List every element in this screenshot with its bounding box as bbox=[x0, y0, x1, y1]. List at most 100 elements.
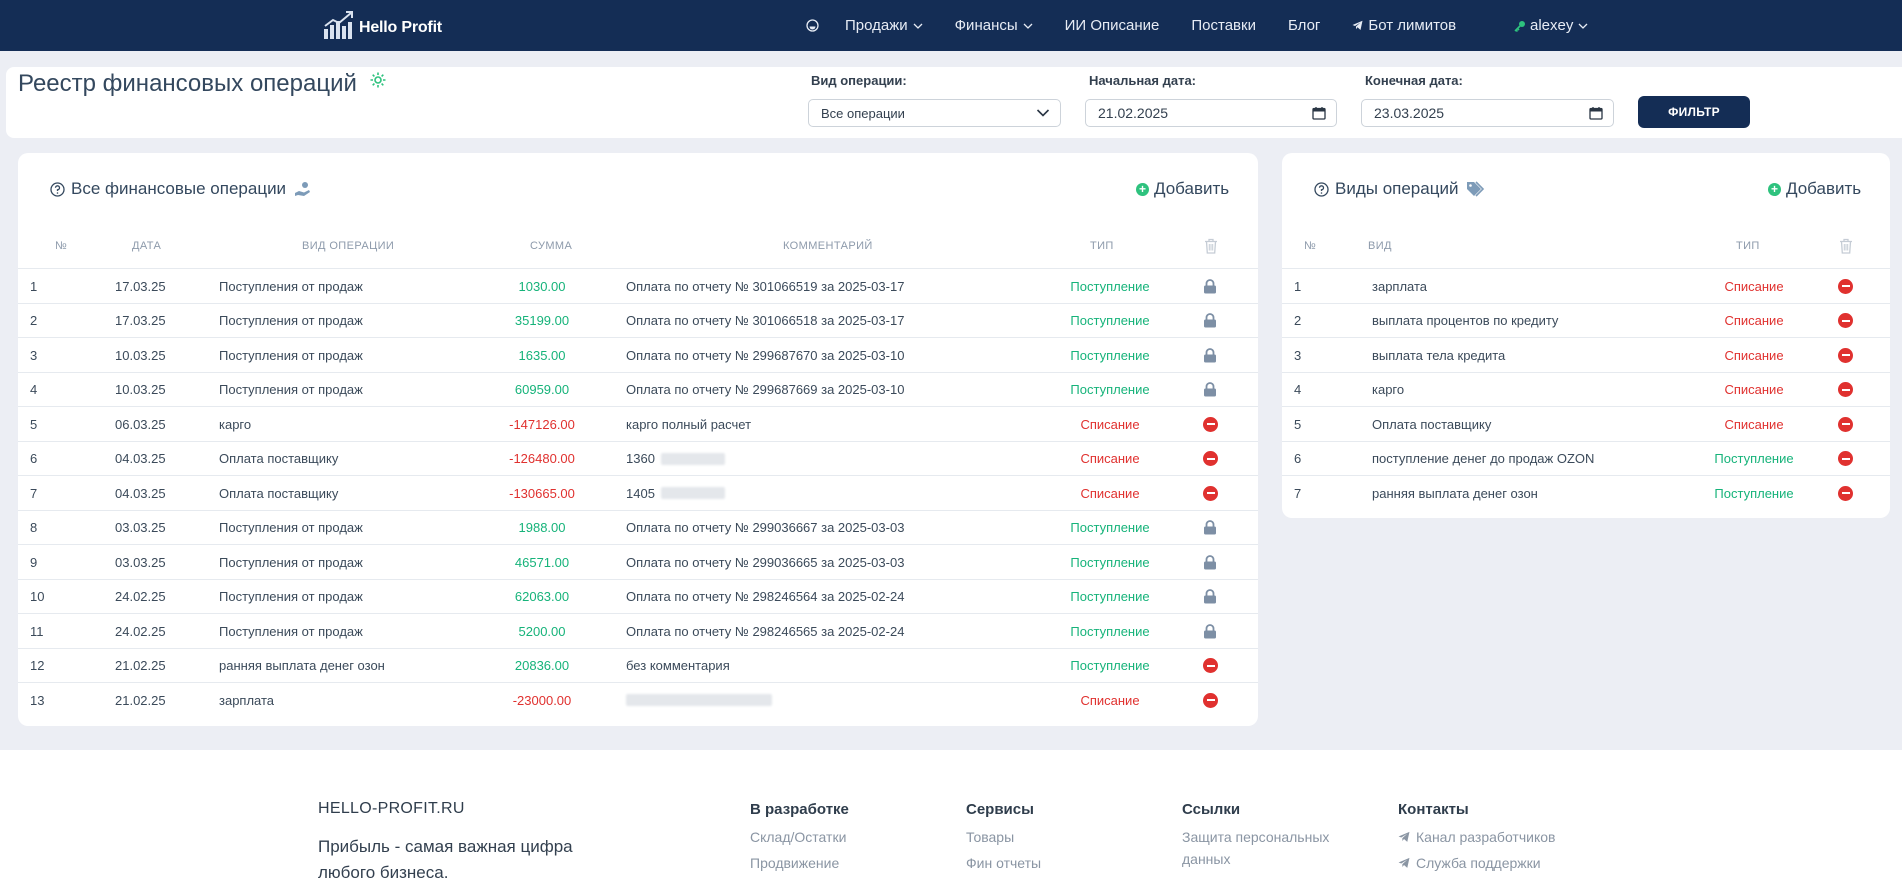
col-date[interactable]: ДАТА bbox=[132, 240, 162, 252]
redacted-text bbox=[626, 694, 772, 706]
footer-col-services-title: Сервисы bbox=[966, 801, 1034, 818]
calendar-icon[interactable] bbox=[1312, 106, 1326, 120]
table-row: 10 24.02.25 Поступления от продаж 62063.00 О… bbox=[18, 578, 1258, 614]
row-type: Поступление bbox=[1070, 382, 1150, 397]
delete-icon[interactable] bbox=[1838, 269, 1853, 303]
minus-circle-icon bbox=[1838, 485, 1853, 501]
delete-icon[interactable] bbox=[1838, 304, 1853, 338]
footer-link-promotion[interactable]: Продвижение bbox=[750, 855, 840, 871]
question-icon[interactable] bbox=[1314, 181, 1329, 197]
filter-button[interactable]: ФИЛЬТР bbox=[1638, 96, 1750, 128]
row-num: 2 bbox=[30, 313, 38, 328]
row-comment: Оплата по отчету № 299687670 за 2025-03-… bbox=[626, 338, 904, 372]
delete-icon[interactable] bbox=[1203, 407, 1218, 441]
col-kind[interactable]: ВИД bbox=[1368, 240, 1392, 252]
col-type[interactable]: ТИП bbox=[1736, 240, 1760, 252]
table-row: 4 карго Списание bbox=[1282, 371, 1890, 407]
footer-link-stock[interactable]: Склад/Остатки bbox=[750, 829, 847, 845]
delete-icon[interactable] bbox=[1838, 476, 1853, 510]
row-kind: карго bbox=[219, 416, 252, 432]
user-menu[interactable]: alexey bbox=[1514, 0, 1588, 51]
footer-link-support-label: Служба поддержки bbox=[1416, 855, 1541, 871]
delete-icon[interactable] bbox=[1203, 649, 1218, 683]
footer-slogan: Прибыль - самая важная цифра любого бизн… bbox=[318, 837, 573, 878]
row-kind: Поступления от продаж bbox=[219, 623, 363, 639]
table-row: 2 17.03.25 Поступления от продаж 35199.00 Оп… bbox=[18, 302, 1258, 338]
row-kind: Поступления от продаж bbox=[219, 347, 363, 363]
delete-icon[interactable] bbox=[1203, 683, 1218, 717]
row-type: Поступление bbox=[1070, 347, 1150, 363]
row-date: 21.02.25 bbox=[115, 658, 166, 673]
delete-icon[interactable] bbox=[1203, 476, 1218, 510]
footer-link-products[interactable]: Товары bbox=[966, 829, 1015, 845]
row-comment-text: 1360 bbox=[626, 451, 655, 466]
col-num: № bbox=[55, 240, 68, 252]
theme-toggle-icon[interactable] bbox=[806, 19, 819, 32]
row-kind: Оплата поставщику bbox=[1372, 416, 1492, 432]
col-sum[interactable]: СУММА bbox=[530, 240, 573, 252]
row-sum: -147126.00 bbox=[509, 416, 575, 432]
nav-blog[interactable]: Блог bbox=[1287, 17, 1321, 34]
row-num: 11 bbox=[30, 623, 44, 639]
row-num: 4 bbox=[1294, 382, 1302, 397]
footer-link-privacy[interactable]: Защита персональных bbox=[1182, 829, 1330, 845]
end-date-input[interactable]: 23.03.2025 bbox=[1361, 99, 1614, 127]
delete-icon[interactable] bbox=[1203, 442, 1218, 476]
minus-circle-icon bbox=[1203, 451, 1218, 466]
row-date: 10.03.25 bbox=[115, 382, 166, 397]
nav-limits-bot[interactable]: Бот лимитов bbox=[1352, 17, 1456, 34]
row-num: 2 bbox=[1294, 313, 1302, 328]
table-row: 6 поступление денег до продаж OZON Поступл… bbox=[1282, 440, 1890, 476]
trash-icon bbox=[1839, 238, 1853, 259]
brand-logo[interactable]: Hello Profit bbox=[323, 8, 442, 40]
add-kind-button[interactable]: + Добавить bbox=[1768, 179, 1861, 199]
start-date-input[interactable]: 21.02.2025 bbox=[1085, 99, 1337, 127]
footer-link-privacy-cont[interactable]: данных bbox=[1182, 851, 1231, 867]
question-icon[interactable] bbox=[50, 181, 65, 197]
operations-title-text: Все финансовые операции bbox=[71, 179, 287, 198]
row-date: 10.03.25 bbox=[115, 347, 166, 363]
delete-icon[interactable] bbox=[1838, 373, 1853, 407]
row-sum: 20836.00 bbox=[514, 658, 570, 673]
telegram-icon bbox=[1398, 857, 1410, 869]
delete-icon[interactable] bbox=[1838, 442, 1853, 476]
footer-link-dev-channel[interactable]: Канал разработчиков bbox=[1398, 829, 1555, 845]
nav-sales[interactable]: Продажи bbox=[845, 17, 923, 34]
row-type: Списание bbox=[1724, 347, 1784, 363]
row-type: Поступление bbox=[1070, 589, 1150, 604]
row-num: 1 bbox=[1294, 278, 1302, 294]
row-date: 24.02.25 bbox=[115, 623, 166, 639]
gear-icon[interactable] bbox=[369, 71, 387, 89]
row-kind: Поступления от продаж bbox=[219, 313, 363, 328]
col-kind[interactable]: ВИД ОПЕРАЦИИ bbox=[302, 240, 395, 252]
row-kind: зарплата bbox=[1372, 278, 1428, 294]
col-type[interactable]: ТИП bbox=[1090, 240, 1114, 252]
footer-col-contacts-title: Контакты bbox=[1398, 801, 1469, 818]
row-kind: Поступления от продаж bbox=[219, 589, 363, 604]
nav-ai-description[interactable]: ИИ Описание bbox=[1064, 17, 1160, 34]
user-name: alexey bbox=[1530, 17, 1574, 34]
op-type-select[interactable]: Все операции bbox=[808, 99, 1061, 127]
table-row: 1 зарплата Списание bbox=[1282, 268, 1890, 303]
delete-icon[interactable] bbox=[1838, 407, 1853, 441]
chart-bars-icon bbox=[324, 11, 353, 39]
row-kind: зарплата bbox=[219, 692, 275, 708]
nav-finance[interactable]: Финансы bbox=[955, 17, 1033, 34]
footer-link-support[interactable]: Служба поддержки bbox=[1398, 855, 1541, 871]
row-date: 21.02.25 bbox=[115, 692, 166, 708]
footer-link-fin-reports[interactable]: Фин отчеты bbox=[966, 855, 1042, 871]
chevron-down-icon bbox=[913, 23, 923, 29]
lock-icon bbox=[1203, 373, 1217, 407]
chevron-down-icon bbox=[1023, 23, 1033, 29]
row-num: 9 bbox=[30, 554, 38, 570]
start-date-label: Начальная дата: bbox=[1089, 73, 1197, 88]
row-type: Поступление bbox=[1070, 278, 1150, 294]
calendar-icon[interactable] bbox=[1589, 106, 1603, 120]
nav-supplies[interactable]: Поставки bbox=[1191, 17, 1256, 34]
add-operation-button[interactable]: + Добавить bbox=[1136, 179, 1229, 199]
delete-icon[interactable] bbox=[1838, 338, 1853, 372]
row-comment: Оплата по отчету № 299036665 за 2025-03-… bbox=[626, 545, 904, 579]
row-kind: поступление денег до продаж OZON bbox=[1372, 451, 1595, 466]
row-date: 17.03.25 bbox=[115, 278, 166, 294]
row-num: 3 bbox=[1294, 347, 1302, 363]
